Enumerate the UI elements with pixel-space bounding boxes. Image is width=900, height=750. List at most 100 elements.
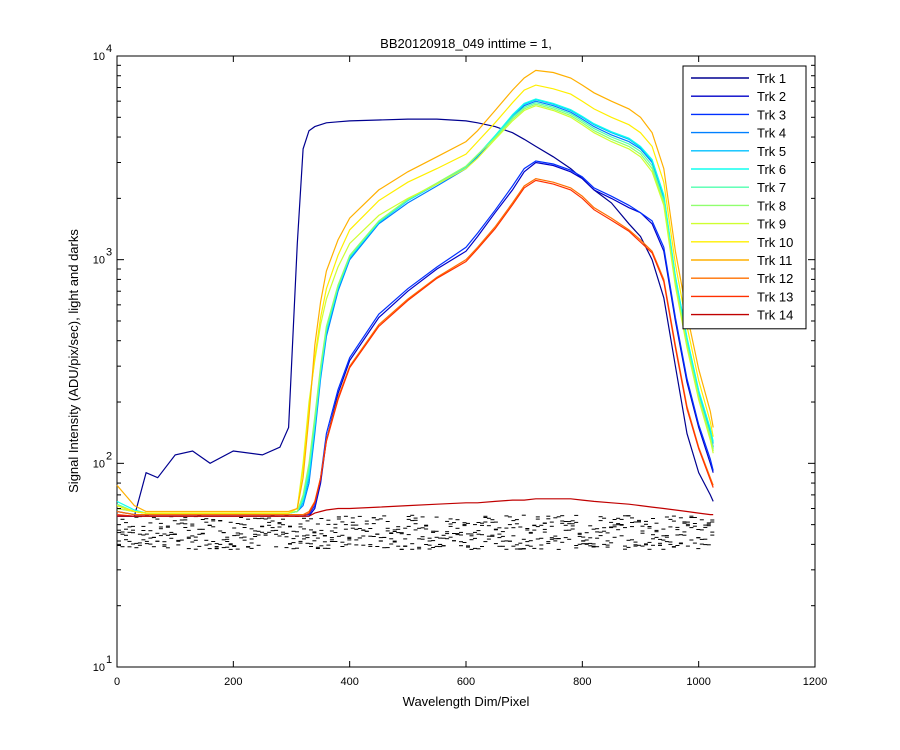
dark-point — [570, 523, 575, 525]
dark-point — [277, 523, 282, 525]
dark-point — [225, 546, 230, 548]
dark-point — [434, 530, 439, 532]
dark-point — [556, 538, 561, 540]
dark-point — [322, 535, 327, 537]
dark-point — [312, 532, 317, 534]
dark-point — [117, 540, 121, 542]
dark-point — [434, 536, 439, 538]
dark-point — [169, 533, 174, 535]
dark-point — [417, 548, 422, 550]
dark-point — [312, 531, 317, 533]
dark-point — [480, 522, 484, 524]
dark-point — [403, 545, 408, 547]
dark-point — [623, 515, 627, 517]
dark-point — [490, 519, 495, 521]
dark-point — [302, 528, 306, 530]
dark-point — [706, 522, 711, 524]
dark-point — [354, 524, 359, 526]
dark-point — [609, 527, 614, 529]
dark-point — [651, 534, 655, 536]
dark-point — [420, 538, 425, 540]
dark-point — [692, 517, 697, 518]
dark-point — [267, 521, 272, 523]
dark-point — [281, 533, 285, 535]
dark-point — [535, 516, 540, 518]
dark-point — [385, 547, 390, 549]
dark-point — [309, 529, 313, 531]
dark-point — [281, 531, 285, 533]
dark-point — [640, 525, 645, 527]
dark-point — [193, 548, 198, 550]
dark-point — [542, 522, 547, 524]
y-tick-label-base: 10 — [93, 51, 105, 63]
dark-point — [144, 515, 149, 517]
dark-point — [131, 532, 135, 534]
dark-point — [476, 522, 481, 523]
dark-point — [462, 525, 467, 527]
dark-point — [525, 544, 530, 546]
dark-point — [124, 522, 128, 524]
dark-point — [137, 544, 142, 546]
dark-point — [190, 525, 195, 527]
dark-point — [211, 526, 216, 528]
legend-entry-label: Trk 4 — [757, 126, 786, 141]
dark-point — [151, 546, 156, 548]
dark-point — [127, 546, 132, 548]
dark-point — [218, 543, 223, 545]
dark-point — [357, 515, 362, 517]
dark-point — [493, 529, 498, 531]
dark-point — [319, 518, 324, 519]
dark-point — [671, 520, 676, 522]
dark-point — [361, 529, 366, 531]
dark-point — [295, 531, 299, 533]
dark-point — [329, 530, 334, 532]
dark-point — [459, 541, 463, 543]
dark-point — [375, 546, 380, 547]
dark-point — [263, 534, 268, 536]
dark-point — [473, 547, 477, 549]
dark-point — [490, 534, 495, 536]
dark-point — [556, 548, 561, 550]
dark-point — [542, 531, 547, 533]
dark-point — [640, 532, 645, 534]
dark-point — [563, 537, 568, 539]
dark-point — [619, 524, 624, 526]
dark-point — [588, 545, 593, 547]
dark-point — [186, 529, 191, 531]
dark-point — [647, 541, 652, 543]
dark-point — [382, 537, 387, 538]
dark-point — [179, 522, 184, 524]
dark-point — [403, 527, 408, 529]
dark-point — [459, 534, 463, 536]
dark-point — [633, 545, 638, 547]
dark-point — [626, 515, 631, 517]
dark-point — [685, 523, 690, 525]
dark-point — [431, 540, 436, 542]
dark-point — [685, 525, 690, 527]
dark-point — [473, 537, 477, 539]
dark-point — [305, 537, 310, 539]
dark-point — [148, 537, 153, 539]
dark-point — [497, 533, 502, 535]
dark-point — [277, 535, 282, 537]
dark-point — [682, 531, 687, 533]
dark-point — [343, 528, 348, 530]
dark-point — [455, 519, 460, 521]
dark-point — [640, 530, 645, 532]
dark-point — [148, 543, 153, 545]
dark-point — [253, 533, 258, 535]
dark-point — [609, 521, 614, 523]
x-tick-label: 1200 — [803, 676, 827, 688]
dark-point — [246, 518, 251, 520]
dark-point — [661, 528, 666, 530]
dark-point — [260, 517, 265, 519]
dark-point — [511, 545, 516, 547]
dark-point — [329, 539, 334, 541]
dark-point — [165, 547, 170, 549]
dark-point — [616, 529, 621, 531]
dark-point — [542, 528, 547, 530]
dark-point — [242, 536, 247, 538]
dark-point — [644, 544, 648, 546]
legend-box — [682, 65, 807, 330]
dark-point — [630, 539, 634, 541]
